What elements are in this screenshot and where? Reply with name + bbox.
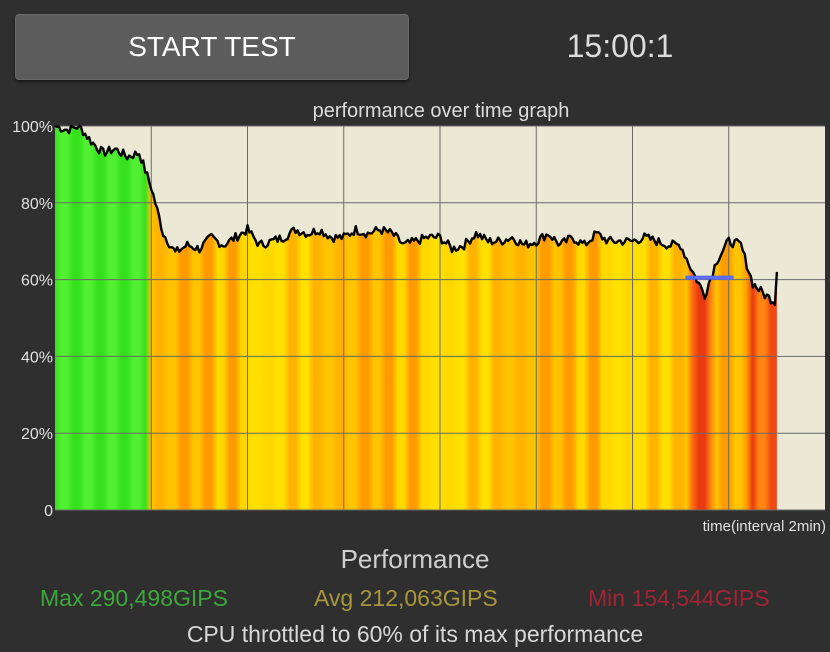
x-axis-label: time(interval 2min) bbox=[703, 518, 826, 535]
y-tick-label: 40% bbox=[21, 349, 53, 366]
y-tick-label: 80% bbox=[21, 196, 53, 213]
y-tick-label: 60% bbox=[21, 273, 53, 290]
max-performance: Max 290,498GIPS bbox=[40, 585, 228, 611]
performance-chart: performance over time graph 100% 80% 60% 40… bbox=[12, 100, 826, 535]
min-performance: Min 154,544GIPS bbox=[588, 585, 770, 611]
chart-title: performance over time graph bbox=[313, 100, 570, 122]
y-tick-label: 20% bbox=[21, 426, 53, 443]
throttle-message: CPU throttled to 60% of its max performa… bbox=[186, 621, 644, 647]
start-test-button[interactable]: START TEST bbox=[15, 14, 409, 80]
performance-line bbox=[54, 124, 779, 306]
timer-display: 15:00:1 bbox=[566, 28, 674, 64]
y-tick-label: 100% bbox=[12, 119, 53, 136]
performance-title: Performance bbox=[340, 544, 490, 574]
y-tick-label: 0 bbox=[44, 503, 53, 520]
avg-performance: Avg 212,063GIPS bbox=[314, 585, 498, 611]
